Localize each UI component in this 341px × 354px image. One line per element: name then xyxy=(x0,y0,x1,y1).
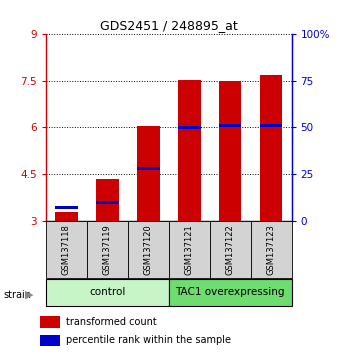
Text: GSM137118: GSM137118 xyxy=(62,224,71,275)
Text: ▶: ▶ xyxy=(25,290,33,299)
Bar xyxy=(251,221,292,278)
Bar xyxy=(219,80,241,221)
Bar xyxy=(137,166,160,170)
Bar xyxy=(178,80,201,221)
Bar xyxy=(40,316,59,328)
Text: strain: strain xyxy=(3,290,31,299)
Bar xyxy=(46,279,169,306)
Bar xyxy=(260,75,282,221)
Bar xyxy=(128,221,169,278)
Bar xyxy=(55,206,78,209)
Bar xyxy=(169,279,292,306)
Bar xyxy=(96,201,119,204)
Bar xyxy=(96,179,119,221)
Bar xyxy=(137,126,160,221)
Bar xyxy=(46,221,87,278)
Bar xyxy=(178,126,201,129)
Bar xyxy=(169,221,210,278)
Text: GSM137122: GSM137122 xyxy=(226,224,235,275)
Bar xyxy=(55,212,78,221)
Text: TAC1 overexpressing: TAC1 overexpressing xyxy=(175,287,285,297)
Text: percentile rank within the sample: percentile rank within the sample xyxy=(65,336,231,346)
Text: GSM137120: GSM137120 xyxy=(144,224,153,275)
Bar xyxy=(210,221,251,278)
Text: control: control xyxy=(89,287,125,297)
Bar xyxy=(260,124,282,127)
Text: GSM137119: GSM137119 xyxy=(103,224,112,275)
Text: transformed count: transformed count xyxy=(65,317,157,327)
Text: GSM137123: GSM137123 xyxy=(267,224,276,275)
Title: GDS2451 / 248895_at: GDS2451 / 248895_at xyxy=(100,19,238,33)
Bar xyxy=(87,221,128,278)
Bar xyxy=(219,124,241,127)
Bar xyxy=(40,335,59,346)
Text: GSM137121: GSM137121 xyxy=(185,224,194,275)
